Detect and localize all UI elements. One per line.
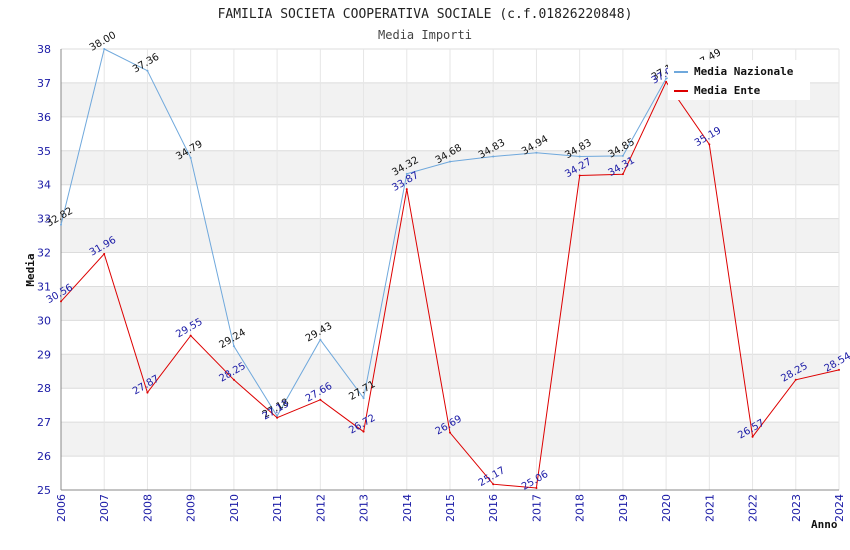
y-tick-label: 36	[37, 111, 51, 124]
chart-subtitle: Media Importi	[378, 28, 472, 42]
data-point	[60, 223, 62, 226]
y-tick-label: 27	[37, 416, 51, 429]
data-point	[621, 173, 624, 176]
data-point	[578, 174, 581, 177]
series-line-media-nazionale	[60, 48, 710, 417]
legend-label-media-ente: Media Ente	[694, 84, 761, 97]
data-point	[60, 300, 62, 303]
x-tick-label: 2015	[444, 494, 457, 522]
data-point	[276, 415, 279, 418]
data-point	[319, 338, 322, 341]
x-tick-label: 2009	[185, 494, 198, 522]
data-point	[146, 69, 149, 72]
x-tick-label: 2016	[487, 494, 500, 522]
data-point	[189, 156, 192, 159]
y-tick-label: 28	[37, 382, 51, 395]
y-axis-label: Media	[24, 253, 37, 286]
data-label: 25.06	[520, 469, 550, 493]
x-tick-label: 2023	[790, 494, 803, 522]
data-point	[362, 430, 365, 433]
data-label: 38.00	[88, 30, 118, 54]
data-point	[103, 48, 106, 50]
data-point	[665, 77, 668, 80]
y-tick-label: 33	[37, 213, 51, 226]
data-point	[276, 416, 279, 419]
data-point	[189, 334, 192, 337]
x-tick-label: 2012	[314, 494, 327, 522]
y-tick-label: 34	[37, 179, 51, 192]
data-point	[405, 172, 408, 175]
y-tick-label: 38	[37, 43, 51, 56]
x-tick-label: 2022	[747, 494, 760, 522]
y-tick-label: 35	[37, 145, 51, 158]
y-tick-label: 26	[37, 450, 51, 463]
data-point	[449, 431, 451, 434]
series-layer	[60, 48, 840, 489]
data-label: 29.24	[217, 327, 247, 351]
data-point	[319, 398, 322, 401]
data-point	[232, 378, 235, 381]
data-point	[103, 252, 106, 255]
data-point	[535, 486, 538, 489]
data-point	[449, 160, 451, 163]
y-tick-label: 32	[37, 247, 51, 260]
data-point	[146, 391, 149, 394]
legend: Media Nazionale Media Ente	[668, 60, 810, 100]
x-tick-label: 2021	[703, 494, 716, 522]
y-tick-label: 29	[37, 348, 51, 361]
x-tick-label: 2019	[617, 494, 630, 522]
x-tick-label: 2014	[401, 494, 414, 522]
legend-label-media-nazionale: Media Nazionale	[694, 65, 794, 78]
data-point	[665, 80, 668, 83]
data-point	[708, 143, 711, 146]
y-tick-label: 37	[37, 77, 51, 90]
data-point	[492, 155, 495, 158]
axes: 25 26 27 28 29 30 31 32 33 34 35 36 37 38 2006 2007 2008…	[37, 43, 846, 522]
x-tick-label: 2013	[358, 494, 371, 522]
data-point	[794, 378, 797, 381]
data-point	[405, 188, 408, 191]
chart-title: FAMILIA SOCIETA COOPERATIVA SOCIALE (c.f…	[218, 7, 633, 22]
data-point	[232, 345, 235, 348]
data-point	[578, 155, 581, 158]
data-point	[621, 154, 624, 157]
x-axis-label: Anno	[811, 518, 838, 531]
x-tick-label: 2007	[98, 494, 111, 522]
x-tick-label: 2008	[141, 494, 154, 522]
legend-background	[668, 60, 810, 100]
data-label: 29.43	[304, 321, 334, 345]
data-point	[492, 483, 495, 486]
x-tick-label: 2017	[530, 494, 543, 522]
y-tick-label: 30	[37, 314, 51, 327]
x-tick-label: 2011	[271, 494, 284, 522]
data-point	[362, 397, 365, 400]
data-point	[751, 435, 754, 438]
data-point	[535, 151, 538, 154]
x-tick-label: 2018	[574, 494, 587, 522]
y-tick-label: 31	[37, 280, 51, 293]
data-point	[838, 368, 840, 371]
x-tick-label: 2020	[660, 494, 673, 522]
data-label: 35.19	[693, 125, 723, 149]
y-tick-label: 25	[37, 484, 51, 497]
x-tick-label: 2010	[228, 494, 241, 522]
x-tick-label: 2006	[55, 494, 68, 522]
data-label: 37.36	[131, 52, 161, 76]
x-tick-label: 2024	[833, 494, 846, 522]
